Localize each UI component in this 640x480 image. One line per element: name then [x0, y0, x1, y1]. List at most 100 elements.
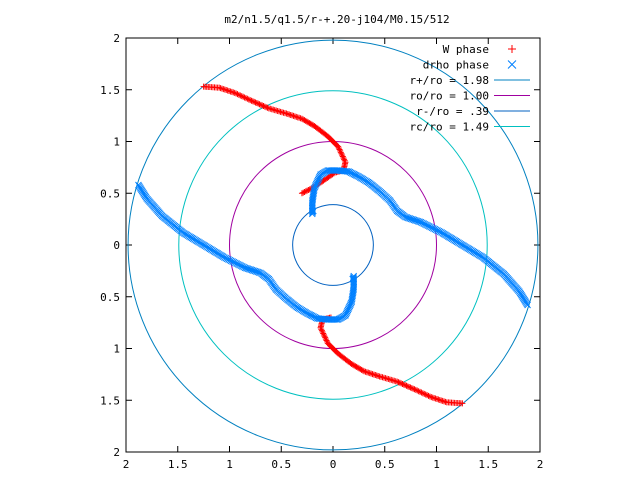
- w-phase-point: [257, 101, 264, 108]
- w-phase-point: [304, 187, 311, 194]
- w-phase-point: [305, 187, 312, 194]
- w-phase-point: [300, 189, 307, 196]
- legend-marker: [507, 60, 517, 69]
- drho-phase-point: [349, 275, 357, 283]
- w-phase-point: [337, 149, 344, 156]
- w-phase-point: [255, 100, 262, 107]
- w-phase-point: [340, 154, 347, 161]
- w-phase-point: [298, 190, 305, 197]
- w-phase-point: [263, 104, 270, 111]
- phase-markers: [135, 83, 531, 407]
- w-phase-point: [396, 379, 403, 386]
- w-phase-point: [241, 94, 248, 101]
- w-phase-point: [259, 102, 266, 109]
- w-phase-point: [320, 331, 327, 338]
- w-phase-point: [412, 386, 419, 393]
- w-phase-point: [235, 91, 242, 98]
- w-phase-point: [240, 93, 247, 100]
- w-phase-point: [302, 188, 309, 195]
- x-tick-label: 1.5: [168, 458, 188, 471]
- w-phase-point: [320, 330, 327, 337]
- drho-phase-point: [308, 207, 316, 215]
- w-phase-point: [336, 146, 343, 153]
- w-phase-point: [256, 101, 263, 108]
- w-phase-point: [421, 390, 428, 397]
- w-phase-point: [341, 156, 348, 163]
- w-phase-point: [337, 147, 344, 154]
- w-phase-point: [321, 333, 328, 340]
- w-phase-point: [415, 388, 422, 395]
- w-phase-point: [417, 388, 424, 395]
- w-phase-point: [242, 95, 249, 102]
- y-tick-label: 2: [113, 446, 120, 459]
- y-tick-label: 1.5: [100, 84, 120, 97]
- w-phase-point: [398, 380, 405, 387]
- w-phase-point: [248, 97, 255, 104]
- w-phase-point: [414, 387, 421, 394]
- w-phase-point: [399, 380, 406, 387]
- w-phase-point: [264, 104, 271, 111]
- w-phase-point: [406, 383, 413, 390]
- y-tick-label: 2: [113, 32, 120, 45]
- w-phase-point: [231, 89, 238, 96]
- legend-label: r-/ro = .39: [416, 105, 489, 118]
- x-tick-label: 1: [433, 458, 440, 471]
- legend-marker: [508, 45, 516, 53]
- drho-phase-point: [309, 209, 317, 216]
- x-axis: 2 1.5 1 0.5 0 0.5 1 1.5 2: [123, 38, 544, 471]
- w-phase-point: [238, 93, 245, 100]
- x-tick-label: 2: [123, 458, 130, 471]
- w-phase-point: [410, 385, 417, 392]
- w-phase-point: [408, 385, 415, 392]
- w-phase-point: [324, 340, 331, 347]
- w-phase-point: [322, 336, 329, 343]
- w-phase-point: [402, 382, 409, 389]
- legend-label: ro/ro = 1.00: [410, 90, 489, 103]
- w-phase-point: [335, 145, 342, 152]
- w-phase-point: [247, 97, 254, 104]
- w-phase-point: [234, 91, 241, 98]
- w-phase-point: [249, 98, 256, 105]
- y-tick-label: 1: [113, 136, 120, 149]
- radius-circle: [127, 39, 539, 451]
- w-phase-point: [400, 381, 407, 388]
- legend-label: r+/ro = 1.98: [410, 74, 489, 87]
- radius-circle: [178, 90, 488, 400]
- w-phase-point: [301, 188, 308, 195]
- legend-label: W phase: [443, 43, 489, 56]
- x-tick-label: 2: [537, 458, 544, 471]
- chart-title: m2/n1.5/q1.5/r-+.20-j104/M0.15/512: [224, 13, 449, 26]
- legend: W phase drho phase r+/ro = 1.98 ro/ro = 1.0…: [410, 43, 530, 134]
- x-tick-label: 1: [226, 458, 233, 471]
- radius-circle: [292, 204, 374, 286]
- w-phase-point: [424, 392, 431, 399]
- w-phase-point: [338, 150, 345, 157]
- w-phase-point: [407, 384, 414, 391]
- w-phase-point: [324, 338, 331, 345]
- w-phase-point: [253, 100, 260, 107]
- w-phase-point: [233, 90, 240, 97]
- w-phase-point: [260, 103, 267, 110]
- w-phase-point: [319, 329, 326, 336]
- w-phase-point: [318, 327, 325, 334]
- w-phase-point: [411, 386, 418, 393]
- x-tick-label: 0: [330, 458, 337, 471]
- w-phase-point: [245, 96, 252, 103]
- y-tick-label: 1: [113, 343, 120, 356]
- legend-label: rc/ro = 1.49: [410, 121, 489, 134]
- w-phase-point: [418, 389, 425, 396]
- legend-label: drho phase: [423, 59, 489, 72]
- w-phase-point: [428, 394, 435, 401]
- drho-phase-point: [349, 274, 357, 281]
- w-phase-point: [403, 382, 410, 389]
- w-phase-point: [425, 392, 432, 399]
- y-axis: 2 1.5 1 0.5 0 0.5 1 1.5 2: [100, 32, 540, 459]
- x-tick-label: 1.5: [478, 458, 498, 471]
- y-tick-label: 0: [113, 239, 120, 252]
- w-phase-point: [426, 393, 433, 400]
- y-tick-label: 0.5: [100, 291, 120, 304]
- w-phase-point: [252, 99, 259, 106]
- y-tick-label: 0.5: [100, 187, 120, 200]
- w-phase-point: [339, 152, 346, 159]
